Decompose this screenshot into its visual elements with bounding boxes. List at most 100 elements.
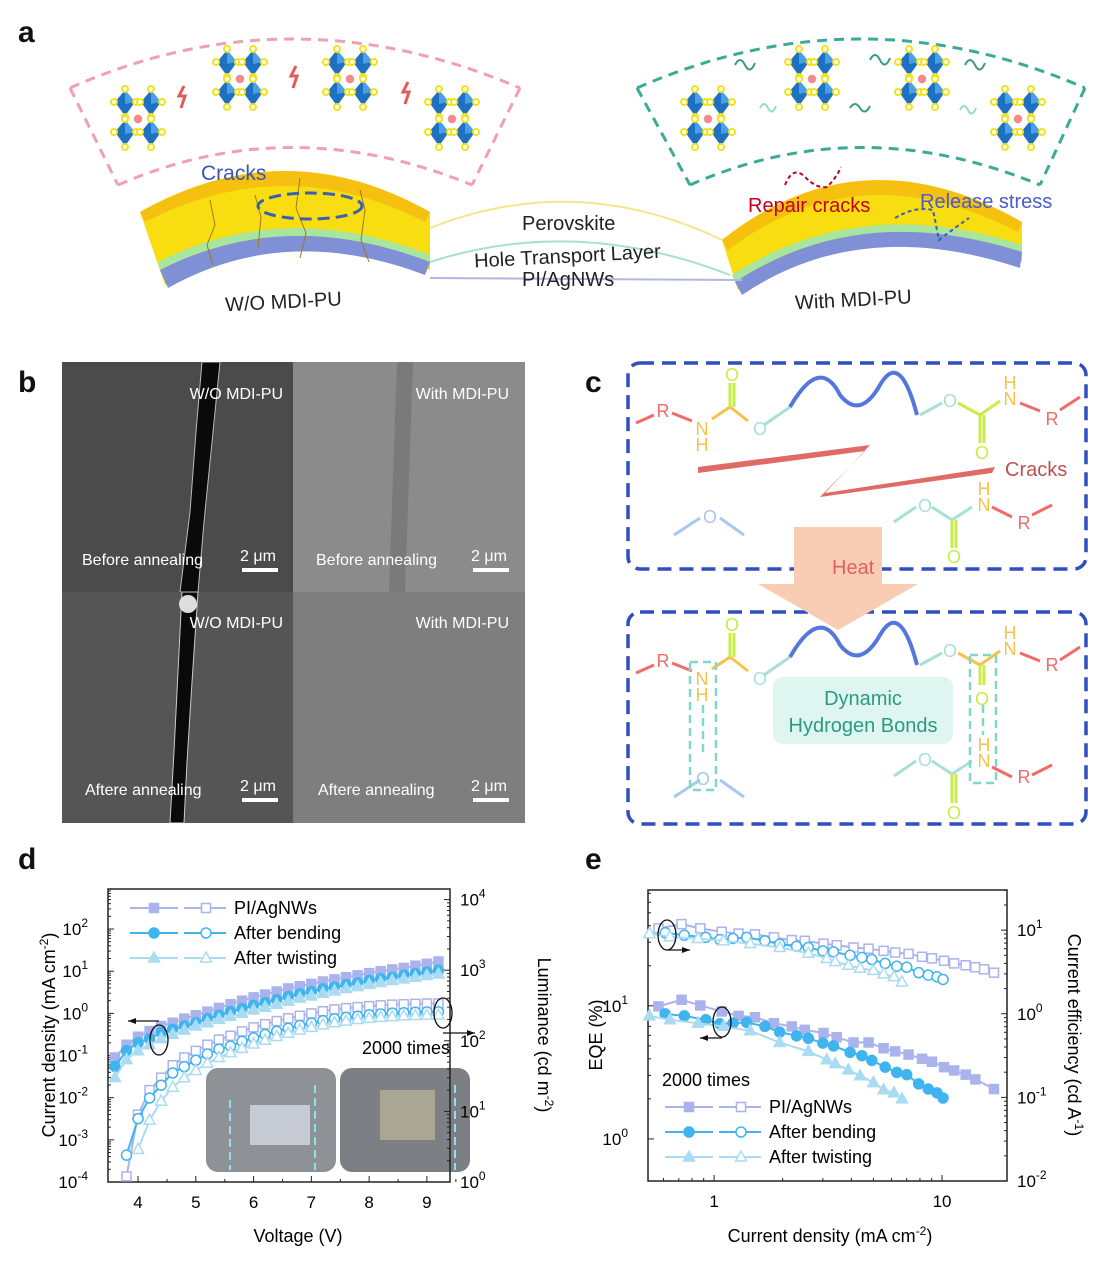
series-line — [125, 1002, 439, 1177]
legend-marker-open — [200, 902, 212, 914]
data-point — [352, 1001, 363, 1013]
data-point — [863, 943, 874, 954]
data-point — [818, 1027, 829, 1039]
data-point — [121, 1171, 132, 1182]
data-point — [236, 1026, 248, 1037]
scale-bar-label: 2 μm — [471, 778, 507, 795]
atom-o: O — [696, 769, 710, 789]
legend-marker-open — [199, 950, 213, 963]
atom-r: R — [657, 651, 670, 671]
d-annotation: 2000 times — [362, 1038, 450, 1058]
x-tick-label: 7 — [307, 1193, 316, 1212]
data-point — [828, 1056, 843, 1069]
y2-tick-label: 101 — [460, 1098, 486, 1121]
data-point — [802, 1032, 815, 1045]
data-point — [676, 994, 687, 1006]
data-point — [223, 1008, 238, 1022]
data-point — [841, 957, 856, 971]
data-point — [895, 974, 909, 987]
data-point — [786, 1021, 797, 1032]
legend-label: PI/AgNWs — [769, 1097, 852, 1117]
y2-tick-label: 104 — [460, 887, 486, 910]
legend-label: After twisting — [234, 948, 337, 968]
legend-marker-filled — [148, 902, 160, 914]
atom-r: R — [1018, 513, 1031, 533]
y-tick-label: 100 — [602, 1126, 628, 1149]
data-point — [876, 1082, 891, 1095]
data-point — [828, 954, 843, 967]
data-point — [856, 951, 868, 964]
legend-label: After twisting — [769, 1147, 872, 1167]
legend-label: After bending — [769, 1122, 876, 1142]
arrowhead-icon — [682, 947, 690, 953]
legend-marker-filled — [683, 1126, 695, 1138]
data-point — [856, 1049, 868, 1062]
axis-indicator-ellipse — [433, 997, 453, 1029]
data-point — [350, 979, 365, 992]
atom-h: H — [696, 685, 709, 705]
y2-tick-label: 100 — [1017, 1001, 1043, 1024]
strain-sector-right — [635, 37, 1087, 187]
data-point — [817, 1037, 829, 1049]
atom-n: N — [978, 495, 991, 515]
data-point — [340, 1002, 352, 1014]
series-e-open-3 — [653, 918, 1000, 978]
data-point — [431, 966, 446, 979]
atom-h: H — [1004, 373, 1017, 393]
data-point — [970, 1074, 981, 1085]
data-point — [819, 1052, 834, 1065]
y-tick-label: 101 — [602, 993, 628, 1016]
legend-label: PI/AgNWs — [234, 898, 317, 918]
data-point — [926, 953, 938, 964]
data-point — [988, 967, 1000, 978]
data-point — [327, 1015, 342, 1028]
data-point — [678, 1010, 691, 1022]
sem-title: With MDI-PU — [415, 615, 509, 632]
data-point — [891, 960, 903, 972]
data-point — [866, 953, 878, 966]
perovskite-octahedra-left — [111, 46, 479, 150]
data-point — [948, 958, 960, 969]
sem-caption: Before annealing — [82, 552, 203, 569]
data-point — [143, 1092, 156, 1104]
legend-marker-filled — [148, 927, 160, 939]
legend-marker-open — [735, 1101, 747, 1113]
data-point — [154, 1031, 168, 1044]
cracks-label: Cracks — [201, 162, 266, 185]
data-point — [258, 1032, 272, 1045]
series-line — [125, 1010, 439, 1156]
data-point — [329, 1004, 340, 1015]
series-e-filled-1 — [659, 1008, 949, 1104]
data-point — [269, 996, 284, 1009]
data-point — [373, 1009, 388, 1023]
data-point — [740, 1016, 753, 1029]
data-point — [903, 948, 914, 960]
data-point — [768, 1017, 780, 1029]
atom-h: H — [978, 479, 991, 499]
atom-o: O — [918, 496, 932, 516]
data-point — [916, 1053, 928, 1065]
sem-image-with-after: With MDI-PU Aftere annealing 2 μm — [293, 592, 525, 823]
y-tick-label: 10-3 — [58, 1127, 88, 1150]
data-point — [304, 1019, 319, 1033]
data-point — [282, 1013, 294, 1024]
data-point — [327, 983, 342, 996]
data-point — [912, 1078, 925, 1090]
data-point — [663, 929, 677, 942]
data-point — [155, 1079, 167, 1091]
data-point — [189, 1018, 203, 1031]
data-point — [120, 1149, 133, 1161]
data-point — [190, 1045, 202, 1057]
panel-label-e: e — [585, 843, 602, 876]
y-tick-label: 10-4 — [58, 1169, 88, 1192]
data-point — [293, 1022, 307, 1035]
atom-o: O — [943, 641, 957, 661]
data-point — [258, 999, 272, 1012]
atom-n: N — [696, 419, 709, 439]
data-point — [397, 1008, 411, 1021]
x-tick-label: 4 — [133, 1193, 142, 1212]
d-xlabel: Voltage (V) — [253, 1226, 342, 1246]
scale-bar — [473, 798, 509, 802]
scale-bar-label: 2 μm — [240, 778, 276, 795]
x-tick-label: 1 — [709, 1192, 718, 1211]
